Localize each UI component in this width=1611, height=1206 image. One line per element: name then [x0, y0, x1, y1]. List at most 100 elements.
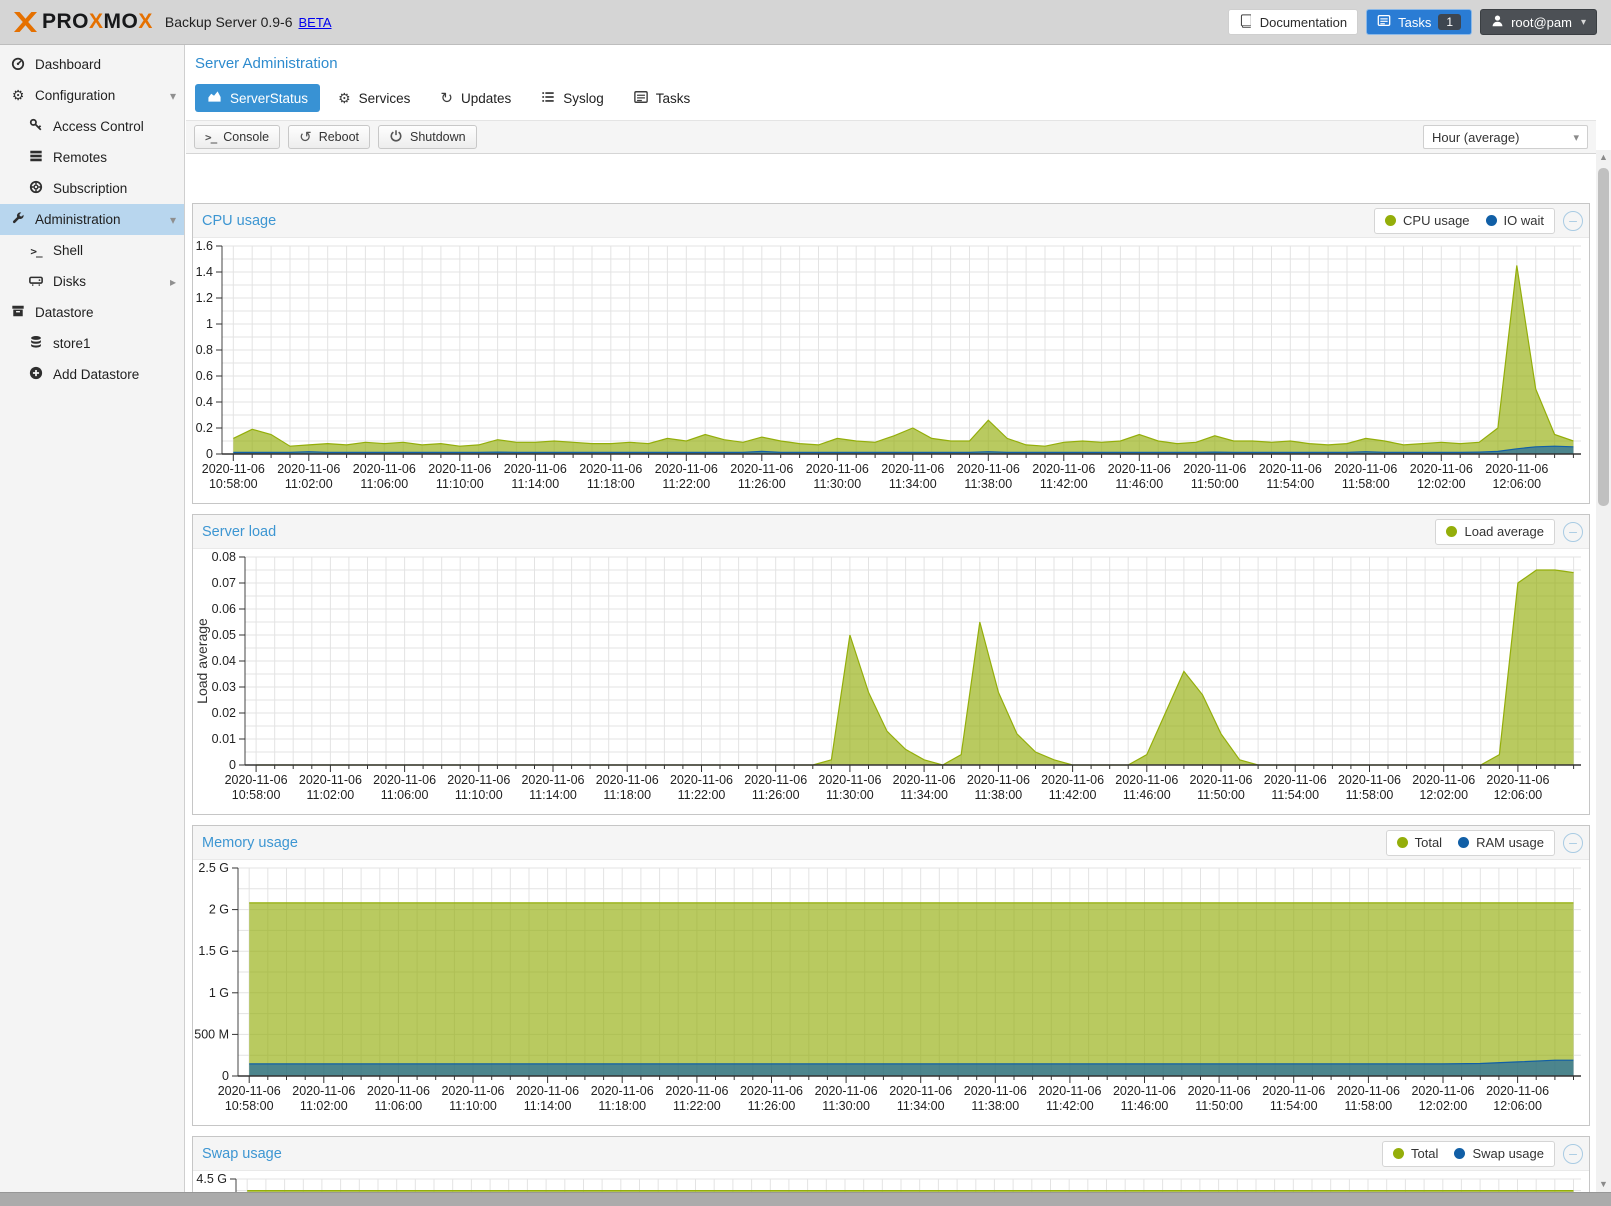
- panel-memory-usage: Memory usage Total RAM usage – 2020-11-0…: [192, 825, 1590, 1126]
- gears-icon: ⚙: [338, 90, 351, 107]
- svg-text:2020-11-06: 2020-11-06: [893, 773, 956, 787]
- tab-syslog[interactable]: Syslog: [529, 84, 616, 112]
- tab-label: Services: [358, 90, 411, 106]
- book-icon: [1239, 13, 1253, 31]
- legend-item-io-wait[interactable]: IO wait: [1485, 213, 1544, 228]
- svg-text:2020-11-06: 2020-11-06: [740, 1084, 803, 1098]
- panel-title: CPU usage: [202, 212, 277, 229]
- legend-item-load-average[interactable]: Load average: [1446, 524, 1544, 539]
- svg-text:2020-11-06: 2020-11-06: [815, 1084, 878, 1098]
- beta-link[interactable]: BETA: [298, 14, 332, 30]
- terminal-icon: >_: [205, 131, 217, 144]
- svg-text:2020-11-06: 2020-11-06: [277, 462, 340, 476]
- tab-serverstatus[interactable]: ServerStatus: [195, 84, 321, 112]
- shutdown-button[interactable]: Shutdown: [378, 125, 477, 149]
- svg-text:2 G: 2 G: [209, 903, 229, 917]
- brand-word: PROXMOX: [42, 10, 153, 33]
- tab-updates[interactable]: ↻ Updates: [428, 84, 523, 112]
- svg-text:2020-11-06: 2020-11-06: [1113, 1084, 1176, 1098]
- scroll-up-arrow[interactable]: ▲: [1599, 152, 1608, 162]
- sidebar-item-access-control[interactable]: Access Control: [0, 111, 184, 142]
- svg-text:2020-11-06: 2020-11-06: [744, 773, 807, 787]
- panel-header: Server load Load average –: [193, 515, 1589, 549]
- sidebar-item-add-datastore[interactable]: Add Datastore: [0, 359, 184, 390]
- user-menu-button[interactable]: root@pam ▾: [1480, 9, 1597, 35]
- wrench-icon: [10, 211, 26, 228]
- svg-text:2020-11-06: 2020-11-06: [889, 1084, 952, 1098]
- svg-text:2020-11-06: 2020-11-06: [353, 462, 416, 476]
- sidebar-item-remotes[interactable]: Remotes: [0, 142, 184, 173]
- svg-text:2020-11-06: 2020-11-06: [1038, 1084, 1101, 1098]
- svg-text:11:14:00: 11:14:00: [529, 788, 577, 802]
- svg-text:11:30:00: 11:30:00: [826, 788, 874, 802]
- svg-text:11:54:00: 11:54:00: [1266, 477, 1314, 491]
- reboot-button[interactable]: ↺ Reboot: [288, 125, 371, 149]
- collapse-panel-button[interactable]: –: [1563, 210, 1583, 231]
- tasks-button[interactable]: Tasks 1: [1366, 9, 1473, 35]
- chart-legend: Total Swap usage: [1381, 1140, 1555, 1167]
- tab-tasks[interactable]: Tasks: [622, 84, 703, 112]
- collapse-panel-button[interactable]: –: [1563, 521, 1583, 542]
- sidebar-item-datastore[interactable]: Datastore: [0, 297, 184, 328]
- svg-text:2020-11-06: 2020-11-06: [1262, 1084, 1325, 1098]
- svg-text:2020-11-06: 2020-11-06: [516, 1084, 579, 1098]
- sidebar-item-label: Configuration: [35, 88, 116, 103]
- interval-value: Hour (average): [1432, 129, 1520, 145]
- chart-legend: Total RAM usage: [1385, 829, 1555, 856]
- svg-text:11:26:00: 11:26:00: [748, 1099, 796, 1113]
- database-icon: [28, 335, 44, 352]
- legend-item-ram-usage[interactable]: RAM usage: [1458, 835, 1544, 850]
- svg-text:2020-11-06: 2020-11-06: [957, 462, 1020, 476]
- svg-text:2020-11-06: 2020-11-06: [670, 773, 733, 787]
- tab-label: ServerStatus: [230, 90, 309, 106]
- sidebar-item-dashboard[interactable]: Dashboard: [0, 49, 184, 80]
- svg-text:11:02:00: 11:02:00: [300, 1099, 348, 1113]
- sidebar-item-configuration[interactable]: ⚙ Configuration ▾: [0, 80, 184, 111]
- sidebar-item-disks[interactable]: Disks ▸: [0, 266, 184, 297]
- svg-text:11:18:00: 11:18:00: [598, 1099, 646, 1113]
- sidebar-item-administration[interactable]: Administration ▾: [0, 204, 184, 235]
- sidebar-item-shell[interactable]: >_ Shell: [0, 235, 184, 266]
- documentation-button[interactable]: Documentation: [1227, 9, 1359, 35]
- caret-right-icon: ▸: [169, 274, 176, 289]
- svg-text:2020-11-06: 2020-11-06: [1334, 462, 1397, 476]
- product-version: Backup Server 0.9-6: [164, 14, 293, 30]
- scrollbar-thumb[interactable]: [1598, 168, 1609, 506]
- legend-label: Swap usage: [1472, 1146, 1544, 1161]
- svg-text:2.5 G: 2.5 G: [198, 861, 229, 875]
- interval-select[interactable]: Hour (average) ▾: [1423, 125, 1588, 149]
- svg-text:2020-11-06: 2020-11-06: [428, 462, 491, 476]
- list-alt-icon: [633, 90, 648, 107]
- svg-text:11:22:00: 11:22:00: [678, 788, 726, 802]
- chevron-down-icon: ▾: [1580, 16, 1586, 28]
- svg-text:12:06:00: 12:06:00: [1494, 788, 1543, 802]
- svg-text:11:02:00: 11:02:00: [285, 477, 333, 491]
- collapse-panel-button[interactable]: –: [1563, 832, 1583, 853]
- legend-item-swap-usage[interactable]: Swap usage: [1454, 1146, 1544, 1161]
- console-button[interactable]: >_ Console: [194, 125, 281, 149]
- svg-text:2020-11-06: 2020-11-06: [1183, 462, 1246, 476]
- sidebar-item-subscription[interactable]: Subscription: [0, 173, 184, 204]
- svg-text:0.07: 0.07: [212, 576, 236, 590]
- collapse-panel-button[interactable]: –: [1563, 1143, 1583, 1164]
- legend-dot-icon: [1458, 837, 1470, 848]
- svg-text:11:38:00: 11:38:00: [964, 477, 1012, 491]
- svg-text:1.6: 1.6: [196, 239, 213, 253]
- sidebar-item-store1[interactable]: store1: [0, 328, 184, 359]
- tab-services[interactable]: ⚙ Services: [326, 84, 422, 112]
- svg-text:2020-11-06: 2020-11-06: [504, 462, 567, 476]
- documentation-label: Documentation: [1259, 14, 1348, 30]
- svg-text:2020-11-06: 2020-11-06: [1188, 1084, 1251, 1098]
- legend-item-total[interactable]: Total: [1396, 835, 1442, 850]
- vertical-scrollbar[interactable]: ▲ ▼: [1596, 150, 1611, 1192]
- legend-item-cpu-usage[interactable]: CPU usage: [1385, 213, 1470, 228]
- svg-text:12:06:00: 12:06:00: [1493, 1099, 1542, 1113]
- scroll-down-arrow[interactable]: ▼: [1599, 1179, 1608, 1189]
- svg-text:2020-11-06: 2020-11-06: [1041, 773, 1104, 787]
- power-icon: [389, 129, 403, 146]
- legend-item-total[interactable]: Total: [1392, 1146, 1438, 1161]
- caret-down-icon: ▾: [169, 212, 176, 227]
- sidebar: Dashboard ⚙ Configuration ▾ Access Control…: [0, 45, 185, 1192]
- panel-header: CPU usage CPU usage IO wait –: [193, 204, 1589, 238]
